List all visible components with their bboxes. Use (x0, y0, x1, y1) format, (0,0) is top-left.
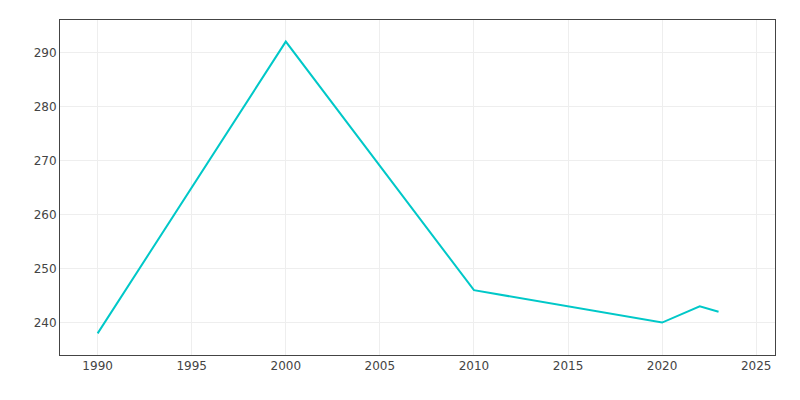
svg-text:2010: 2010 (459, 359, 490, 373)
svg-text:2020: 2020 (647, 359, 678, 373)
svg-text:2000: 2000 (271, 359, 302, 373)
svg-text:290: 290 (34, 46, 57, 60)
svg-text:2015: 2015 (553, 359, 584, 373)
svg-text:260: 260 (34, 208, 57, 222)
svg-text:270: 270 (34, 154, 57, 168)
svg-text:1995: 1995 (176, 359, 207, 373)
svg-text:2005: 2005 (365, 359, 396, 373)
svg-text:1990: 1990 (82, 359, 113, 373)
svg-text:240: 240 (34, 316, 57, 330)
svg-text:250: 250 (34, 262, 57, 276)
svg-text:2025: 2025 (741, 359, 772, 373)
svg-text:280: 280 (34, 100, 57, 114)
